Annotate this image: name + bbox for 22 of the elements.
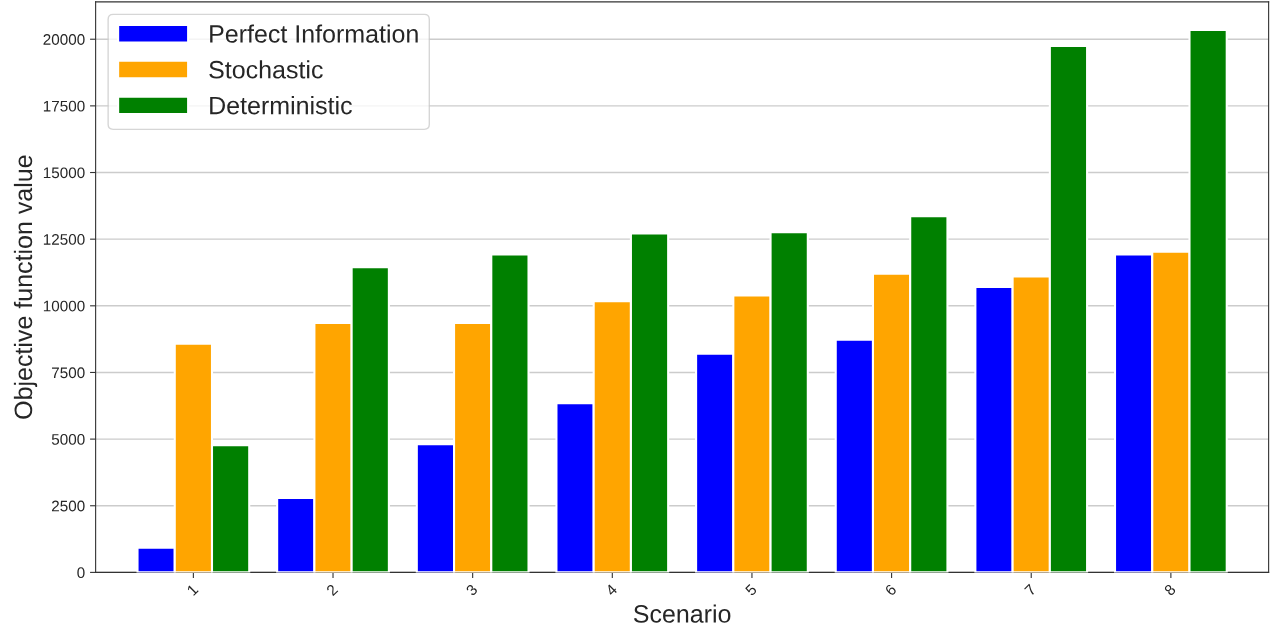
x-tick-label: 5 — [744, 583, 758, 597]
legend-label: Perfect Information — [210, 24, 418, 43]
x-tick-label: 2 — [325, 583, 339, 597]
legend-label: Deterministic — [210, 96, 352, 115]
y-tick-label: 15000 — [43, 167, 85, 179]
x-axis-title: Scenario — [633, 604, 731, 623]
x-tick-label: 4 — [604, 583, 618, 597]
x-tick-label: 3 — [465, 583, 479, 597]
x-tick-label: 6 — [884, 583, 898, 597]
x-tick-label: 1 — [186, 583, 199, 596]
y-tick-label: 10000 — [43, 300, 85, 312]
y-tick-label: 5000 — [51, 433, 85, 445]
x-tick-label: 7 — [1024, 583, 1037, 597]
y-axis-title: Objective function value — [13, 155, 38, 419]
y-tick-label: 0 — [77, 567, 85, 579]
y-tick-label: 2500 — [51, 500, 85, 512]
y-tick-label: 7500 — [52, 367, 85, 379]
legend-label: Stochastic — [209, 60, 323, 79]
y-tick-label: 12500 — [43, 234, 85, 245]
x-tick-label: 8 — [1163, 583, 1177, 597]
y-tick-label: 17500 — [43, 100, 85, 112]
y-tick-label: 20000 — [43, 34, 85, 45]
